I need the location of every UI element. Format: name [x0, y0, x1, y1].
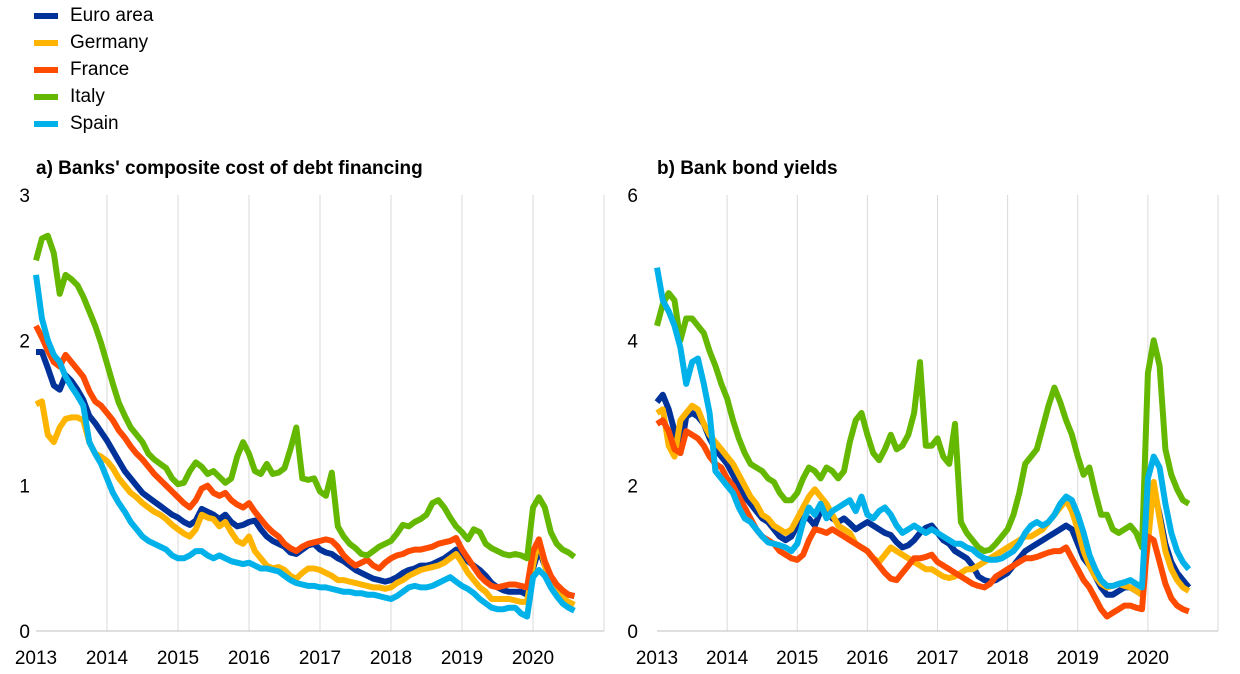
panel-b-title: b) Bank bond yields — [657, 158, 838, 179]
x-tick-label-b: 2016 — [846, 648, 888, 669]
x-tick-label-a: 2019 — [441, 648, 483, 669]
x-tick-label-b: 2014 — [706, 648, 749, 669]
y-tick-label-b: 2 — [627, 477, 638, 498]
x-tick-label-b: 2019 — [1057, 648, 1099, 669]
legend-swatch-italy — [34, 93, 58, 100]
legend: Euro area Germany France Italy Spain — [34, 2, 153, 137]
x-tick-label-b: 2020 — [1127, 648, 1169, 669]
legend-item-spain: Spain — [34, 110, 153, 137]
x-tick-label-a: 2015 — [157, 648, 199, 669]
legend-swatch-germany — [34, 39, 58, 46]
legend-item-france: France — [34, 56, 153, 83]
legend-item-euro-area: Euro area — [34, 2, 153, 29]
y-tick-label-a: 3 — [19, 186, 30, 207]
series-line-a-italy — [33, 232, 577, 562]
y-tick-label-a: 2 — [19, 331, 30, 352]
legend-label-spain: Spain — [70, 113, 119, 134]
x-tick-label-b: 2018 — [986, 648, 1028, 669]
series-line-a-france — [33, 324, 576, 600]
legend-label-euro-area: Euro area — [70, 5, 154, 26]
panel-a-title: a) Banks' composite cost of debt financi… — [36, 158, 423, 179]
x-tick-label-a: 2014 — [86, 648, 129, 669]
x-tick-label-a: 2020 — [512, 648, 554, 669]
x-tick-label-a: 2016 — [228, 648, 270, 669]
series-line-a-spain — [33, 274, 576, 620]
y-tick-label-a: 0 — [19, 622, 30, 643]
series-line-b-italy — [654, 290, 1191, 555]
y-tick-label-a: 1 — [19, 477, 30, 498]
x-tick-label-b: 2013 — [636, 648, 678, 669]
series-line-b-france — [655, 417, 1190, 620]
series-line-b-spain — [654, 267, 1192, 591]
y-tick-label-b: 0 — [627, 622, 638, 643]
y-tick-label-b: 6 — [627, 186, 638, 207]
legend-label-germany: Germany — [70, 32, 149, 53]
legend-label-france: France — [70, 59, 130, 80]
y-tick-label-b: 4 — [627, 331, 638, 352]
x-tick-label-a: 2017 — [299, 648, 341, 669]
legend-item-italy: Italy — [34, 83, 153, 110]
legend-label-italy: Italy — [70, 86, 105, 107]
legend-swatch-spain — [34, 120, 58, 127]
x-tick-label-b: 2015 — [776, 648, 818, 669]
legend-swatch-euro-area — [34, 12, 58, 19]
x-tick-label-a: 2013 — [15, 648, 57, 669]
legend-swatch-france — [34, 66, 58, 73]
x-tick-label-b: 2017 — [916, 648, 958, 669]
x-tick-label-a: 2018 — [370, 648, 412, 669]
legend-item-germany: Germany — [34, 29, 153, 56]
series-line-a-germany — [34, 398, 576, 608]
